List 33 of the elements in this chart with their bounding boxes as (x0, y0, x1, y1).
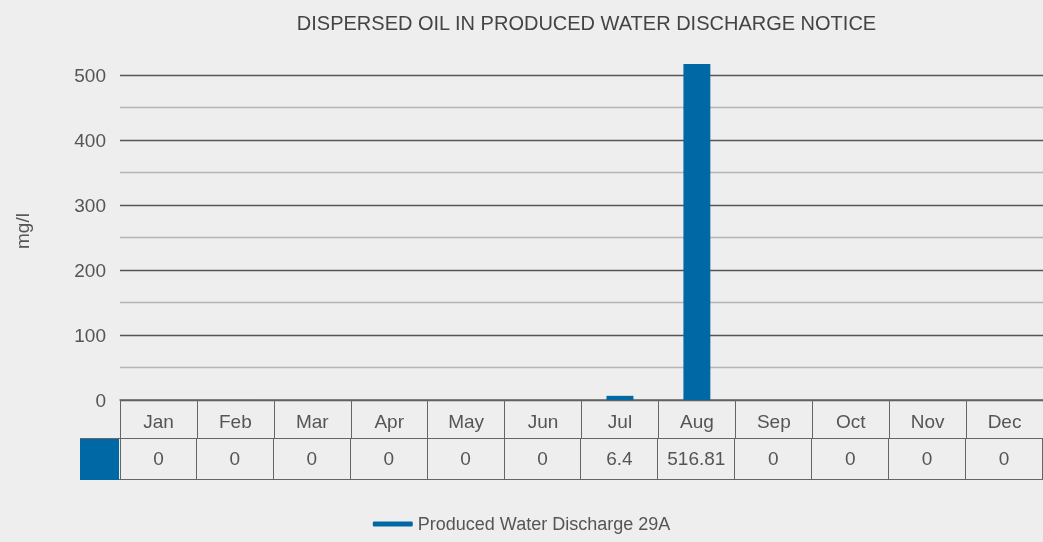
x-tick-label: Oct (835, 411, 867, 432)
y-tick-label: 200 (74, 259, 106, 281)
y-tick-label: 0 (95, 389, 106, 411)
x-tick-label: Apr (374, 411, 405, 432)
legend-label: Produced Water Discharge 29A (417, 514, 671, 534)
y-tick-label: 300 (74, 194, 106, 216)
data-label: 0 (350, 438, 428, 480)
data-label: 0 (273, 438, 351, 480)
data-label: 0 (120, 438, 197, 480)
data-label: 0 (889, 438, 967, 480)
y-tick-label: 400 (74, 129, 106, 151)
data-label: 6.4 (581, 438, 659, 480)
data-label: 516.81 (658, 438, 736, 480)
y-tick-label: 500 (74, 64, 106, 86)
x-tick-label: Feb (219, 411, 252, 432)
data-label: 0 (812, 438, 890, 480)
x-tick-label: Jun (527, 411, 559, 432)
y-tick-label: 100 (74, 324, 106, 346)
x-tick-label: Nov (910, 411, 946, 432)
data-label: 0 (504, 438, 582, 480)
data-label: 0 (966, 438, 1043, 480)
x-tick-label: Dec (987, 411, 1022, 432)
x-tick-label: Aug (679, 411, 714, 432)
y-axis-title: mg/l (12, 213, 33, 249)
chart-title: DISPERSED OIL IN PRODUCED WATER DISCHARGE NOTICE (296, 12, 877, 34)
x-tick-label: May (448, 411, 485, 432)
data-label: 0 (196, 438, 274, 480)
x-tick-label: Sep (756, 411, 791, 432)
data-label: 0 (735, 438, 813, 480)
x-tick-label: Mar (295, 411, 330, 432)
x-tick-label: Jan (143, 411, 174, 432)
data-label: 0 (427, 438, 505, 480)
x-tick-label: Jul (607, 411, 633, 432)
